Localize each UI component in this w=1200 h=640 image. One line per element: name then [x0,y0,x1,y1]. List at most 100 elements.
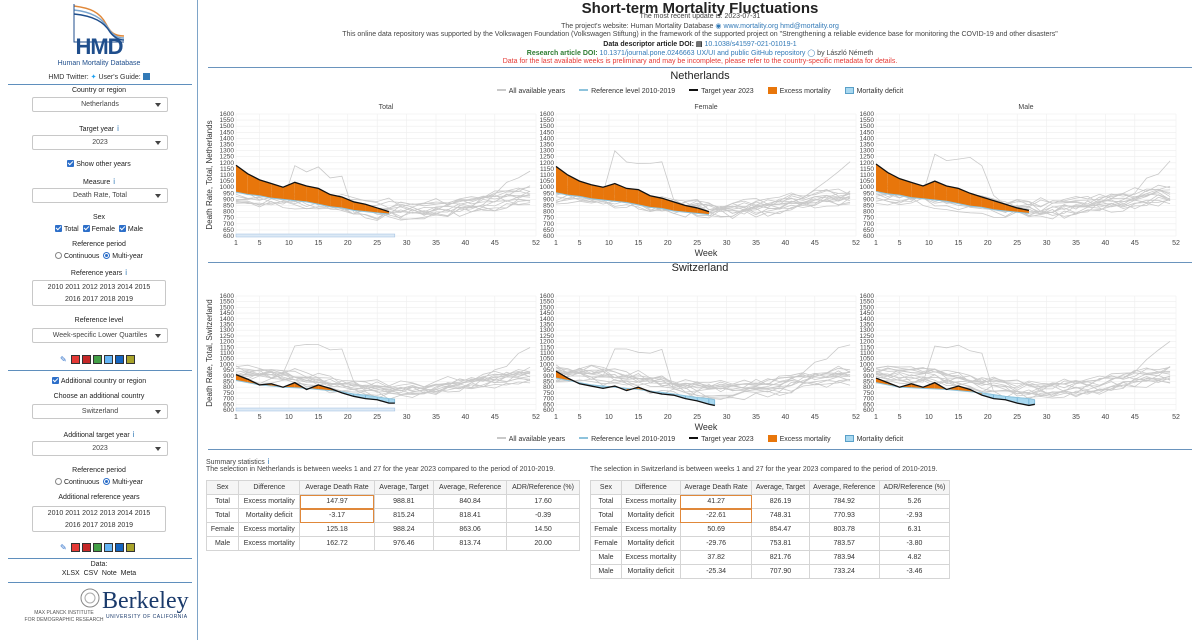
y-tick-label: 900 [543,373,554,380]
legend-reference[interactable]: Reference level 2010-2019 [579,88,675,95]
research-doi-link[interactable]: 10.1371/journal.pone.0246663 [599,50,695,57]
table-cell: -3.46 [878,564,951,579]
email-link[interactable]: hmd@mortality.org [780,23,839,30]
ref-level-select[interactable]: Week-specific Lower Quartiles [32,328,168,343]
color-swatch[interactable] [104,355,113,364]
chevron-down-icon [155,141,161,145]
legend-target[interactable]: Target year 2023 [689,436,754,443]
chart-netherlands[interactable]: Death Rate, Total, NetherlandsTotal60065… [200,98,1200,258]
pencil-icon[interactable]: ✎ [60,355,67,364]
x-tick-label: 35 [1072,414,1080,421]
note-link[interactable]: Note [101,570,117,577]
multi-year-label: Multi-year [112,253,144,260]
website-link[interactable]: www.mortality.org [723,23,779,30]
legend-deficit[interactable]: Mortality deficit [844,87,903,95]
color-swatch[interactable] [93,543,102,552]
sex-male-checkbox[interactable] [118,225,126,232]
color-swatch[interactable] [93,355,102,364]
show-other-years[interactable]: Show other years [0,160,198,168]
country-select[interactable]: Netherlands [32,97,168,112]
legend-all-years[interactable]: All available years [496,88,565,95]
csv-link[interactable]: CSV [83,570,99,577]
target-year-select[interactable]: 2023 [32,135,168,150]
x-tick-label: 1 [234,240,238,247]
x-tick-label: 52 [1172,414,1180,421]
y-tick-label: 900 [223,373,234,380]
y-axis-label: Death Rate, Total, Switzerland [205,299,214,406]
color-swatch[interactable] [71,543,80,552]
legend-reference[interactable]: Reference level 2010-2019 [579,436,675,443]
excess-area [934,181,947,202]
x-tick-label: 5 [898,414,902,421]
ref-years-box[interactable]: 2010 2011 2012 2013 2014 2015 2016 2017 … [32,280,166,306]
table-cell: -3.80 [878,536,951,551]
ref-level-value: Week-specific Lower Quartiles [52,332,148,339]
divider [8,370,192,371]
meta-link[interactable]: Meta [120,570,137,577]
y-tick-label: 700 [543,396,554,403]
descriptor-doi-link[interactable]: 10.1038/s41597-021-01019-1 [704,41,797,48]
info-icon[interactable]: i [125,268,128,277]
x-tick-label: 40 [1102,240,1110,247]
table-cell: Mortality deficit [620,536,681,551]
legend-target[interactable]: Target year 2023 [689,88,754,95]
legend-excess[interactable]: Excess mortality [767,435,831,443]
sex-female-checkbox[interactable] [82,225,90,232]
excess-area [923,181,935,201]
ref-years-row[interactable]: 2010 2011 2012 2013 2014 2015 [47,510,151,517]
ref-years-row[interactable]: 2016 2017 2018 2019 [64,296,134,303]
pencil-icon[interactable]: ✎ [60,543,67,552]
guide-icon[interactable] [142,73,150,80]
berkeley-subtitle: UNIVERSITY OF CALIFORNIA [106,614,188,620]
show-other-years-checkbox[interactable] [67,160,75,167]
hmd-logo-icon [73,4,125,43]
github-icon[interactable]: ◯ [807,50,816,57]
table-row: Total Excess mortality 41.27 826.19 784.92 5.… [590,494,951,509]
ref-years-row[interactable]: 2016 2017 2018 2019 [64,522,134,529]
excess-area [365,204,378,213]
x-tick-label: 52 [532,414,540,421]
additional-country-select[interactable]: Switzerland [32,404,168,419]
continuous-radio[interactable] [54,252,62,259]
info-icon[interactable]: i [267,457,270,466]
additional-country-check[interactable]: Additional country or region [0,377,198,385]
color-swatch[interactable] [71,355,80,364]
y-tick-label: 650 [863,227,874,234]
add-multi-year-radio[interactable] [103,478,111,485]
add-ref-years-box[interactable]: 2010 2011 2012 2013 2014 2015 2016 2017 … [32,506,166,532]
multi-year-radio[interactable] [103,252,111,259]
additional-country-checkbox[interactable] [51,377,59,384]
info-icon[interactable]: i [117,124,119,133]
ref-years-row[interactable]: 2010 2011 2012 2013 2014 2015 [47,284,151,291]
color-swatch[interactable] [126,355,135,364]
chart-switzerland[interactable]: Death Rate, Total, Switzerland6006507007… [200,280,1200,432]
color-swatch[interactable] [115,543,124,552]
y-tick-label: 900 [863,196,874,203]
table-cell: Excess mortality [620,522,681,537]
legend-all-years[interactable]: All available years [496,436,565,443]
legend-excess[interactable]: Excess mortality [767,87,831,95]
descriptor-line: Data descriptor article DOI: ▤ 10.1038/s… [200,40,1200,48]
y-tick-label: 600 [543,407,554,414]
measure-select[interactable]: Death Rate, Total [32,188,168,203]
color-swatch[interactable] [115,355,124,364]
color-swatch[interactable] [104,543,113,552]
twitter-icon[interactable]: ✦ [90,74,97,81]
color-swatch[interactable] [82,355,91,364]
color-swatch[interactable] [126,543,135,552]
table-cell: 147.97 [299,494,375,509]
data-links: XLSX CSV Note Meta [0,570,198,577]
add-continuous-radio[interactable] [54,478,62,485]
sex-total-checkbox[interactable] [54,225,62,232]
color-swatches: ✎ [60,543,137,553]
legend-deficit[interactable]: Mortality deficit [844,435,903,443]
additional-target-year-select[interactable]: 2023 [32,441,168,456]
y-tick-label: 1600 [860,293,875,300]
repo-link[interactable]: UX/UI and public GitHub repository [696,50,806,57]
x-tick-label: 45 [1131,414,1139,421]
info-icon[interactable]: i [113,177,115,186]
xlsx-link[interactable]: XLSX [61,570,80,577]
y-tick-label: 1550 [860,299,875,306]
info-icon[interactable]: i [132,430,135,439]
color-swatch[interactable] [82,543,91,552]
